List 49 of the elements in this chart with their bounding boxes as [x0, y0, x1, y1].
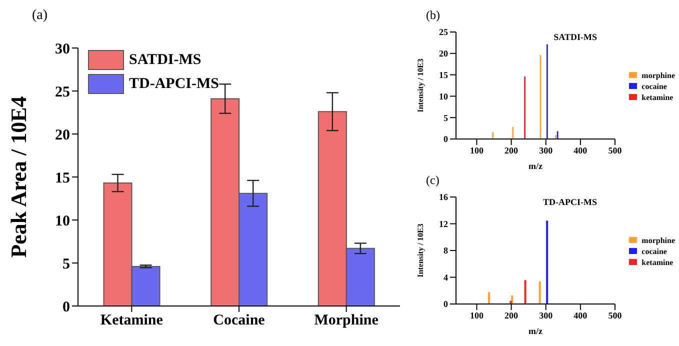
- legend-label: morphine: [642, 236, 675, 244]
- y-axis-title: Intensity / 10E3: [416, 58, 425, 112]
- y-tick-label: 0: [444, 134, 448, 144]
- y-tick-label: 5: [444, 112, 448, 123]
- annotation: TD-APCI-MS: [543, 197, 597, 207]
- y-tick-label: 15: [55, 170, 70, 186]
- x-tick-label: 200: [504, 145, 519, 156]
- x-tick-label: 400: [574, 310, 588, 320]
- legend-label: ketamine: [642, 258, 674, 266]
- x-tick-label: 100: [470, 310, 484, 320]
- y-tick-label: 20: [55, 127, 70, 144]
- x-tick-label: Ketamine: [100, 312, 164, 329]
- y-tick-label: 16: [439, 192, 448, 202]
- legend-label: cocaine: [642, 246, 667, 256]
- legend-label: cocaine: [642, 82, 667, 90]
- legend-label: ketamine: [642, 92, 674, 102]
- x-tick-label: 100: [470, 145, 484, 156]
- annotation: SATDI-MS: [554, 32, 597, 42]
- y-tick-label: 5: [62, 256, 70, 272]
- x-tick-label: 500: [608, 145, 622, 156]
- chart-title: (b): [426, 8, 440, 23]
- y-tick-label: 12: [439, 218, 448, 229]
- y-axis-title: Peak Area / 10E4: [6, 96, 31, 258]
- y-tick-label: 0: [62, 299, 70, 316]
- y-tick-label: 10: [439, 91, 448, 102]
- y-tick-label: 25: [55, 84, 70, 100]
- y-tick-label: 25: [439, 27, 448, 38]
- y-tick-label: 30: [55, 41, 70, 58]
- legend-label: TD-APCI-MS: [129, 76, 219, 92]
- x-tick-label: 400: [574, 145, 588, 156]
- x-tick-label: 500: [608, 310, 622, 320]
- x-tick-label: 300: [539, 310, 554, 320]
- legend-label: SATDI-MS: [129, 52, 202, 68]
- y-tick-label: 0: [444, 299, 448, 310]
- y-tick-label: 8: [444, 246, 448, 256]
- chart-title: (c): [426, 173, 440, 188]
- legend-label: morphine: [642, 70, 675, 80]
- x-tick-label: Cocaine: [213, 312, 266, 329]
- x-tick-label: 200: [504, 310, 519, 320]
- y-axis-title: Intensity / 10E3: [416, 224, 425, 278]
- y-tick-label: 10: [55, 213, 70, 230]
- x-tick-label: 300: [539, 145, 554, 156]
- y-tick-label: 20: [439, 48, 448, 59]
- y-tick-label: 15: [439, 70, 448, 80]
- y-tick-label: 4: [444, 272, 448, 282]
- x-axis-title: m/z: [528, 161, 542, 171]
- x-tick-label: Morphine: [314, 312, 379, 329]
- x-axis-title: m/z: [528, 326, 542, 336]
- chart-title: (a): [32, 8, 48, 24]
